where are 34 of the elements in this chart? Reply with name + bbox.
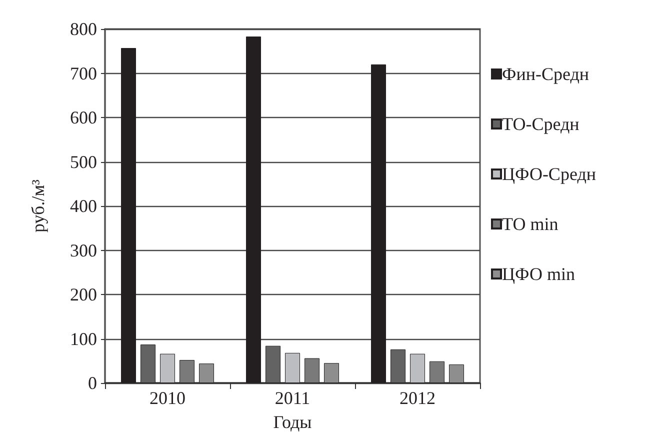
legend-label: Фин-Средн (502, 64, 590, 84)
bar (324, 363, 339, 383)
x-tick-label: 2010 (150, 388, 186, 408)
legend-label: ТО min (502, 214, 558, 234)
bar (304, 358, 320, 383)
bar (285, 352, 300, 383)
y-tick-label: 600 (70, 108, 97, 128)
bar (410, 354, 425, 383)
y-tick-label: 200 (70, 284, 97, 304)
x-axis-title: Годы (273, 412, 312, 432)
y-axis-title: руб./м³ (28, 178, 48, 232)
bar (246, 36, 261, 383)
x-tick-label: 2011 (274, 388, 310, 408)
legend-label: ЦФО-Средн (502, 164, 596, 184)
y-tick-label: 500 (70, 152, 97, 172)
bar (199, 364, 214, 383)
y-tick-label: 700 (70, 63, 97, 84)
y-tick-label: 0 (88, 373, 97, 393)
bar (371, 64, 386, 383)
y-tick-label: 400 (70, 196, 97, 216)
bar (390, 349, 406, 383)
bar (121, 48, 136, 383)
y-tick-label: 100 (70, 328, 97, 349)
legend-label: ЦФО min (502, 264, 575, 284)
y-tick-label: 800 (70, 19, 97, 39)
bar (140, 344, 156, 383)
x-tick-label: 2012 (400, 388, 436, 408)
bar (266, 346, 280, 383)
bar (430, 361, 444, 383)
bar (449, 364, 464, 383)
bar (180, 360, 194, 383)
y-tick-label: 300 (70, 240, 97, 260)
bar (160, 354, 175, 383)
legend-label: ТО-Средн (502, 114, 580, 134)
